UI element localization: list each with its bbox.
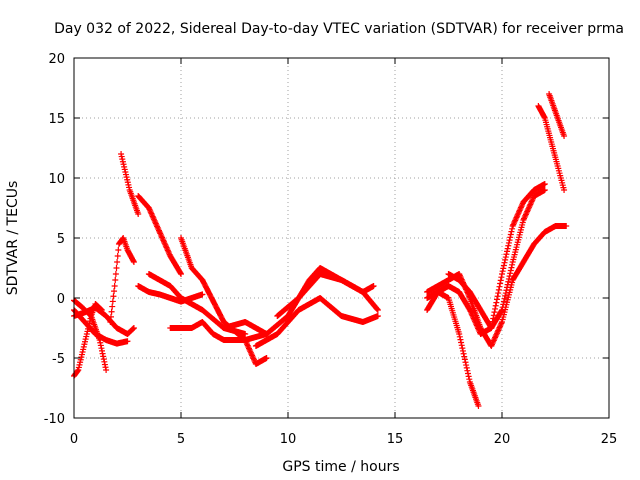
series-markers — [135, 283, 206, 305]
series-arc-6 — [118, 151, 142, 217]
y-tick-label: -10 — [44, 412, 65, 427]
series-markers — [135, 193, 184, 277]
series-markers — [220, 265, 381, 337]
series-markers — [546, 91, 568, 139]
series-arc-18 — [445, 187, 548, 331]
y-tick-label: -5 — [52, 352, 65, 367]
axis-ticks: 0 5 10 15 20 25 -10 -5 0 5 10 15 20 — [44, 52, 618, 447]
x-tick-label: 25 — [601, 432, 618, 447]
data-points — [71, 91, 570, 409]
series-arc-12 — [220, 265, 381, 337]
series-markers — [107, 235, 137, 325]
x-tick-label: 0 — [70, 432, 78, 447]
series-arc-5 — [107, 235, 137, 325]
chart-title: Day 032 of 2022, Sidereal Day-to-day VTE… — [54, 21, 624, 37]
series-arc-8 — [135, 283, 206, 305]
series-arc-13 — [252, 295, 381, 349]
y-axis-label: SDTVAR / TECUs — [5, 181, 21, 296]
x-tick-label: 20 — [494, 432, 511, 447]
x-axis-label: GPS time / hours — [282, 459, 399, 475]
series-markers — [252, 295, 381, 349]
y-tick-label: 5 — [57, 232, 65, 247]
grid-lines — [74, 58, 609, 418]
series-arc-16 — [424, 223, 570, 349]
series-arc-20 — [546, 91, 568, 139]
x-tick-label: 15 — [387, 432, 404, 447]
x-tick-label: 10 — [280, 432, 297, 447]
series-arc-7 — [135, 193, 184, 277]
x-tick-label: 5 — [177, 432, 185, 447]
series-arc-19 — [535, 103, 568, 193]
y-tick-label: 0 — [57, 292, 65, 307]
y-tick-label: 10 — [48, 172, 65, 187]
series-markers — [118, 151, 142, 217]
series-markers — [535, 103, 568, 193]
y-tick-label: 15 — [48, 112, 65, 127]
series-markers — [274, 271, 377, 319]
series-markers — [445, 187, 548, 331]
series-arc-14 — [274, 271, 377, 319]
y-tick-label: 20 — [48, 52, 65, 67]
series-markers — [424, 223, 570, 349]
